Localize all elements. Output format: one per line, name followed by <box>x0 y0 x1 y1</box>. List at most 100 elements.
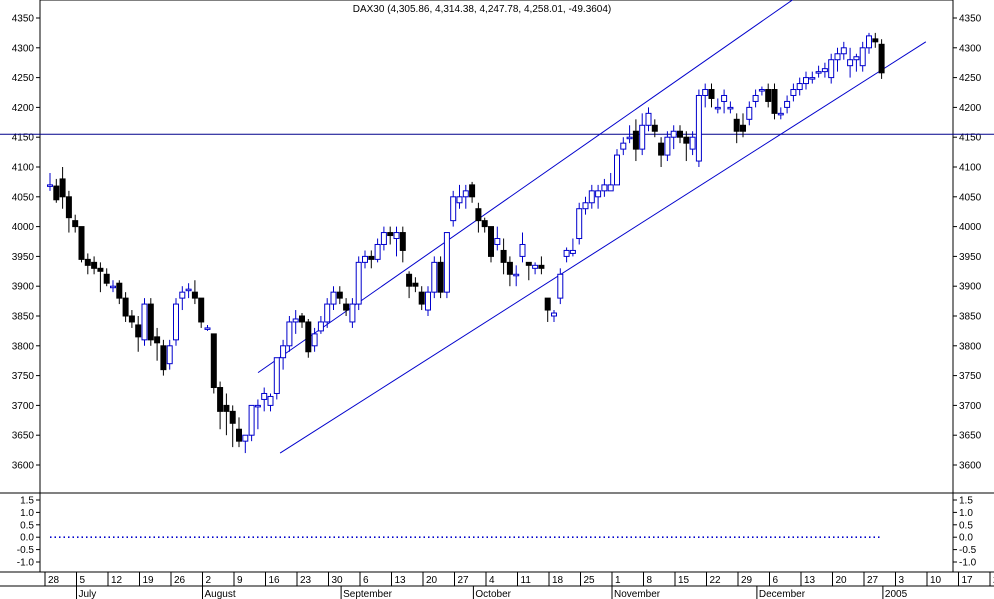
candle-down <box>223 404 230 412</box>
candle-down <box>72 220 79 228</box>
date-tick-label: 10 <box>930 575 942 586</box>
candle-up <box>853 56 860 61</box>
candle-down <box>210 333 217 389</box>
upper-channel-line <box>257 0 794 374</box>
candle-up <box>614 154 620 186</box>
candle-up <box>267 395 274 406</box>
chart-title: DAX30 (4,305.86, 4,314.38, 4,247.78, 4,2… <box>353 4 612 15</box>
date-tick-label: 13 <box>395 575 407 586</box>
date-tick-label: 6 <box>363 575 369 586</box>
date-tick-label: 23 <box>300 575 312 586</box>
price-tick-label-left: 3700 <box>12 401 35 412</box>
indicator-tick-label-right: -0.5 <box>959 545 977 556</box>
candle-down <box>97 267 104 272</box>
candle-up <box>809 77 816 80</box>
price-tick-label-right: 3900 <box>959 282 982 293</box>
candle-up <box>362 255 368 263</box>
candle-up <box>551 312 557 317</box>
candle-up <box>639 124 646 150</box>
date-tick-label: 19 <box>143 575 155 586</box>
candle-down <box>128 315 135 323</box>
date-tick-label: 13 <box>804 575 816 586</box>
price-tick-label-left: 4050 <box>12 192 35 203</box>
candle-down <box>368 255 375 260</box>
candle-down <box>632 130 639 150</box>
candle-up <box>664 136 671 156</box>
candle-up <box>790 89 797 96</box>
candle-down <box>229 410 236 424</box>
candle-down <box>506 261 513 275</box>
date-tick-label: 16 <box>269 575 281 586</box>
indicator-tick-label-left: 0.0 <box>20 533 34 544</box>
candle-up <box>248 404 255 436</box>
month-label: November <box>614 589 661 599</box>
date-tick-label: 27 <box>867 575 879 586</box>
candle-up <box>803 77 809 85</box>
candle-up <box>311 333 318 347</box>
date-axis: 28 5 12 19 26 2 9 16 23 30 6 13 20 27 4 11 18 25 1 8 15 22 29 6… <box>0 572 994 599</box>
candle-down <box>122 297 129 317</box>
candle-up <box>689 136 696 150</box>
candle-down <box>708 89 715 99</box>
candle-down <box>544 297 551 311</box>
candle-up <box>569 249 576 254</box>
date-tick-label: 11 <box>521 575 532 586</box>
date-tick-label: 6 <box>773 575 779 586</box>
candle-down <box>677 130 683 138</box>
date-tick-label: 18 <box>552 575 564 586</box>
price-tick-label-left: 3800 <box>12 341 35 352</box>
candle-up <box>286 321 293 347</box>
indicator-tick-label-right: 0.0 <box>959 533 973 544</box>
date-tick-label: 17 <box>962 575 974 586</box>
price-pane: 3600 3600 3650 3650 3700 3700 3750 3750 3800 3800… <box>0 0 994 494</box>
lower-channel-line <box>279 41 927 454</box>
indicator-tick-label-right: -1.0 <box>959 558 977 569</box>
price-tick-label-left: 4150 <box>12 133 35 144</box>
candle-up <box>840 47 847 55</box>
candle-down <box>412 282 419 287</box>
date-tick-label: 12 <box>111 575 123 586</box>
date-tick-label: 30 <box>332 575 344 586</box>
date-tick-label: 9 <box>237 575 243 586</box>
candle-down <box>683 136 690 144</box>
candle-up <box>834 53 841 61</box>
candle-up <box>752 94 759 102</box>
candle-up <box>777 112 784 116</box>
candle-down <box>147 303 154 341</box>
date-tick-label: 15 <box>678 575 690 586</box>
candle-up <box>425 291 431 311</box>
price-tick-label-left: 3850 <box>12 312 35 323</box>
candle-down <box>538 264 545 269</box>
price-tick-label-left: 4000 <box>12 222 35 233</box>
price-tick-label-right: 4350 <box>959 14 982 25</box>
candle-up <box>450 196 457 222</box>
price-tick-label-right: 3650 <box>959 431 982 442</box>
price-tick-label-right: 4200 <box>959 103 982 114</box>
candle-up <box>714 106 721 110</box>
price-tick-label-left: 3750 <box>12 371 35 382</box>
candle-up <box>859 47 866 67</box>
month-label: September <box>343 589 393 599</box>
price-tick-label-left: 4100 <box>12 163 35 174</box>
candle-down <box>771 89 778 114</box>
candle-up <box>324 303 331 323</box>
candle-up <box>595 190 602 198</box>
price-tick-label-left: 4250 <box>12 73 35 84</box>
candle-down <box>236 428 242 442</box>
candle-up <box>532 264 539 269</box>
candle-up <box>721 94 728 102</box>
candle-down <box>135 324 142 338</box>
candle-up <box>563 249 570 257</box>
candle-up <box>374 243 381 260</box>
candle-down <box>305 321 312 353</box>
candle-up <box>166 345 173 365</box>
candle-down <box>91 261 98 269</box>
candle-down <box>399 232 406 251</box>
candle-down <box>217 387 224 412</box>
indicator-tick-label-left: -0.5 <box>17 545 35 556</box>
candle-down <box>53 185 60 201</box>
candle-down <box>651 124 658 132</box>
candle-up <box>349 303 356 323</box>
candle-up <box>141 303 148 341</box>
candle-up <box>443 232 450 293</box>
